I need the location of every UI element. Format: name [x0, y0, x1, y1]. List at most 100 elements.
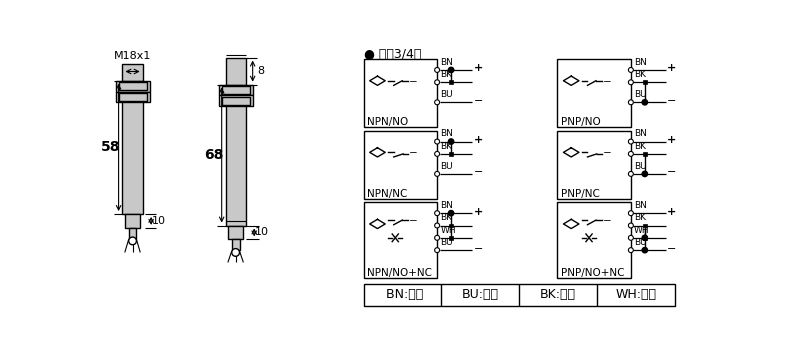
Text: BK: BK [634, 70, 646, 79]
Circle shape [628, 171, 634, 176]
Circle shape [434, 68, 440, 73]
Text: BN:棕色: BN:棕色 [382, 288, 423, 301]
Bar [129, 228, 137, 239]
Bar [118, 82, 146, 90]
Text: 68: 68 [204, 148, 224, 162]
Bar [115, 81, 150, 92]
Bar [449, 80, 453, 84]
Bar [643, 236, 646, 240]
Text: BU: BU [634, 238, 646, 247]
Circle shape [434, 248, 440, 253]
Bar [226, 106, 246, 226]
Circle shape [628, 139, 634, 144]
Bar [222, 97, 250, 105]
Text: BU: BU [634, 162, 646, 171]
Circle shape [434, 151, 440, 156]
Text: BU: BU [440, 90, 453, 99]
Text: BU: BU [440, 162, 453, 171]
Bar [232, 239, 239, 250]
Circle shape [628, 248, 634, 253]
Bar [449, 224, 453, 227]
Text: +: + [474, 207, 483, 216]
Text: −: − [603, 76, 612, 87]
Text: BK: BK [440, 142, 452, 151]
Bar [228, 226, 243, 239]
Text: −: − [667, 244, 677, 253]
Text: BK: BK [634, 213, 646, 222]
Circle shape [434, 223, 440, 228]
Text: 58: 58 [101, 140, 121, 154]
Text: NPN/NO+NC: NPN/NO+NC [367, 268, 432, 278]
Circle shape [434, 235, 440, 240]
Text: PNP/NO+NC: PNP/NO+NC [561, 268, 625, 278]
Circle shape [628, 235, 634, 240]
Text: 10: 10 [255, 227, 269, 238]
Text: −: − [474, 167, 483, 177]
Text: −: − [603, 148, 612, 158]
Text: 8: 8 [257, 66, 264, 76]
Circle shape [628, 68, 634, 73]
Circle shape [628, 80, 634, 85]
Bar [363, 131, 437, 199]
Text: ● 直涁3/4线: ● 直涁3/4线 [363, 49, 421, 61]
Text: −: − [410, 76, 418, 87]
Text: WH:白色: WH:白色 [616, 288, 657, 301]
Text: +: + [667, 135, 677, 145]
Text: BN: BN [440, 130, 453, 138]
Text: BK: BK [440, 213, 452, 222]
Bar [643, 224, 646, 227]
Text: +: + [667, 63, 677, 74]
Circle shape [448, 210, 454, 216]
Text: −: − [603, 216, 612, 226]
Circle shape [232, 249, 239, 256]
Text: BN: BN [634, 201, 647, 210]
Text: −: − [667, 167, 677, 177]
Bar [122, 64, 142, 81]
Text: BN: BN [634, 58, 647, 67]
Circle shape [642, 171, 647, 177]
Text: −: − [410, 216, 418, 226]
Text: −: − [474, 244, 483, 253]
Text: BK:黑色: BK:黑色 [540, 288, 576, 301]
Text: BU: BU [440, 238, 453, 247]
Circle shape [129, 237, 137, 245]
Circle shape [642, 100, 647, 105]
Text: WH: WH [634, 226, 650, 235]
Text: +: + [474, 135, 483, 145]
Text: BN: BN [440, 58, 453, 67]
Circle shape [628, 100, 634, 105]
Bar [363, 284, 675, 306]
Circle shape [628, 151, 634, 156]
Text: BU: BU [634, 90, 646, 99]
Bar [218, 95, 253, 106]
Text: PNP/NO: PNP/NO [561, 117, 601, 127]
Circle shape [642, 235, 647, 240]
Circle shape [434, 139, 440, 144]
Text: BU:兰色: BU:兰色 [462, 288, 499, 301]
Bar [558, 131, 631, 199]
Text: NPN/NO: NPN/NO [367, 117, 409, 127]
Text: BN: BN [634, 130, 647, 138]
Text: BK: BK [440, 70, 452, 79]
Text: +: + [667, 207, 677, 216]
Bar [643, 152, 646, 156]
Text: NPN/NC: NPN/NC [367, 189, 408, 199]
Bar [449, 152, 453, 156]
Circle shape [628, 211, 634, 216]
Text: −: − [410, 148, 418, 158]
Circle shape [628, 223, 634, 228]
Text: −: − [474, 96, 483, 106]
Bar [449, 236, 453, 240]
Text: +: + [474, 63, 483, 74]
Circle shape [434, 211, 440, 216]
Bar [226, 58, 246, 84]
Bar [643, 80, 646, 84]
Bar [218, 84, 253, 95]
Circle shape [642, 247, 647, 253]
Text: BK: BK [634, 142, 646, 151]
Bar [118, 93, 146, 101]
Bar [222, 86, 250, 94]
Bar [558, 59, 631, 127]
Bar [363, 59, 437, 127]
Text: M18x1: M18x1 [114, 51, 151, 61]
